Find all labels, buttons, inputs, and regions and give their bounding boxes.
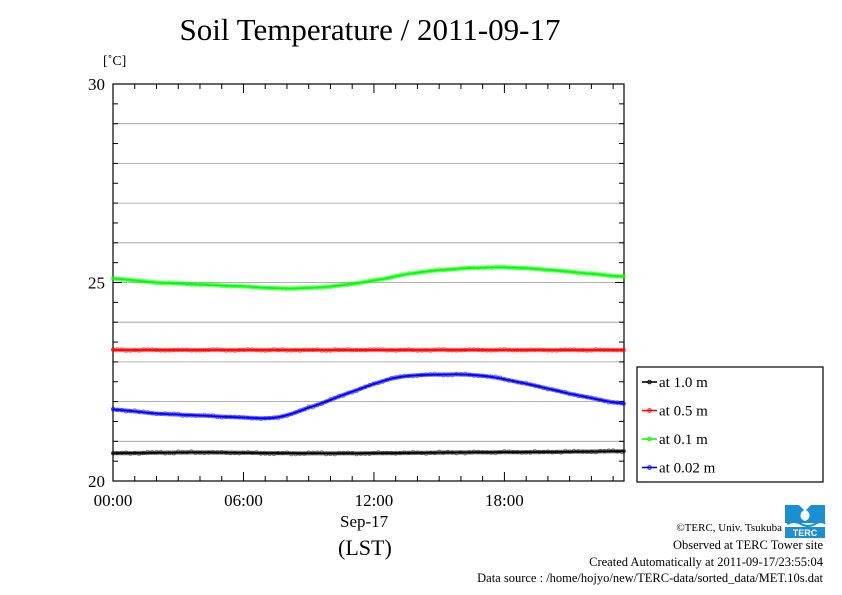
y-axis-unit-label: [˚C]	[103, 54, 127, 69]
y-tick-label: 25	[88, 274, 105, 293]
terc-logo-icon: TERC	[785, 505, 826, 538]
series-at-0-1-m-line	[112, 266, 625, 290]
x-tick-label: 06:00	[224, 491, 263, 510]
legend-marker-at-0-02-m	[647, 465, 652, 470]
legend-label-at-1-0-m: at 1.0 m	[659, 375, 708, 391]
legend-marker-at-0-5-m	[647, 408, 652, 413]
plot-frame	[112, 83, 625, 482]
x-axis-timezone-label: (LST)	[338, 535, 392, 560]
series-at-1-0-m-line	[112, 450, 625, 455]
y-tick-label: 20	[88, 472, 105, 491]
legend-marker-at-1-0-m	[647, 379, 652, 385]
legend-marker-at-0-1-m	[647, 436, 652, 442]
chart-title: Soil Temperature / 2011-09-17	[179, 12, 561, 47]
creation-timestamp-text: Created Automatically at 2011-09-17/23:5…	[589, 555, 823, 569]
legend-label-at-0-02-m: at 0.02 m	[659, 461, 716, 477]
logo-text: TERC	[793, 528, 818, 538]
series-at-0-02-m-line	[112, 373, 625, 420]
y-tick-label: 30	[88, 75, 105, 94]
legend-label-at-0-1-m: at 0.1 m	[659, 432, 708, 448]
x-axis-date-label: Sep-17	[340, 512, 389, 531]
copyright-text: ©TERC, Univ. Tsukuba	[676, 522, 782, 534]
legend-label-at-0-5-m: at 0.5 m	[659, 404, 708, 420]
x-tick-label: 00:00	[94, 491, 133, 510]
x-tick-label: 12:00	[355, 491, 394, 510]
observation-site-text: Observed at TERC Tower site	[672, 538, 823, 552]
x-tick-label: 18:00	[485, 491, 524, 510]
legend-box	[636, 366, 824, 483]
series-at-0-02-m-band	[110, 372, 627, 421]
data-source-text: Data source : /home/hojyo/new/TERC-data/…	[477, 571, 823, 585]
